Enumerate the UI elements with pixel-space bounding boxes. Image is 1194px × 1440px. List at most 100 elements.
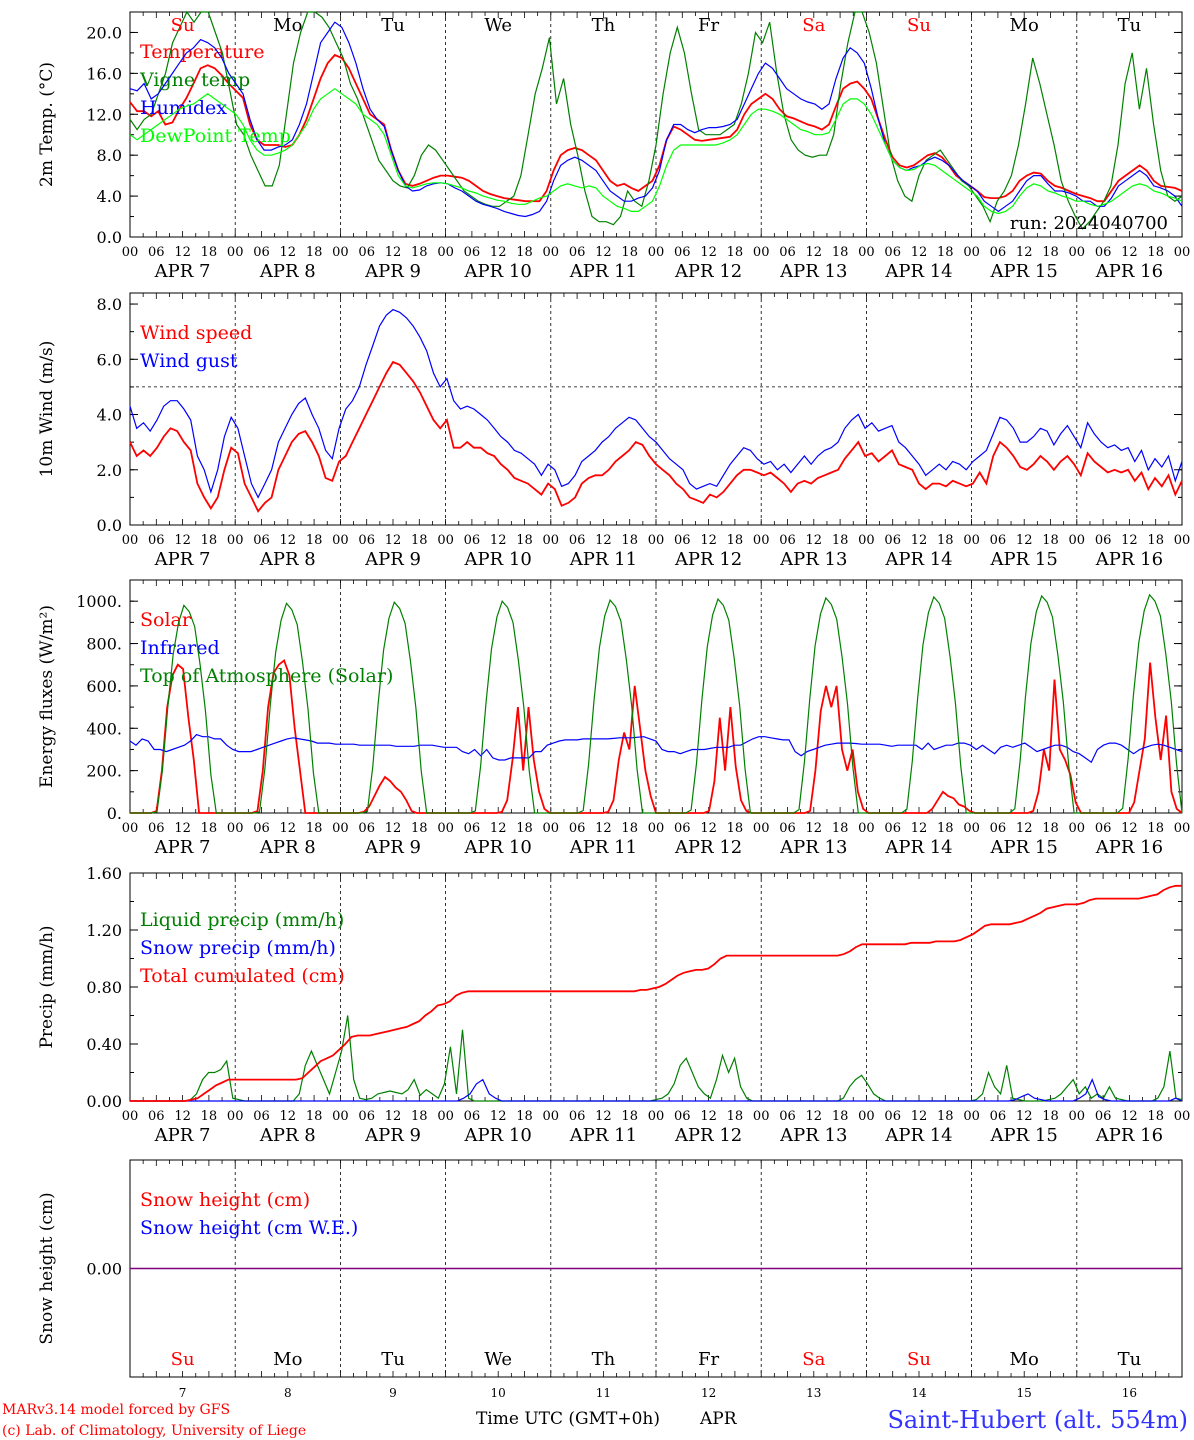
hour-tick-label: 18 [1042,821,1059,836]
hour-tick-label: 06 [464,533,481,548]
series-line [129,10,1183,230]
bottom-day-name: Tu [1118,1349,1142,1370]
hour-tick-label: 00 [332,245,349,260]
hour-tick-label: 00 [858,821,875,836]
hour-tick-label: 18 [201,1109,218,1124]
date-label: APR 16 [1095,549,1163,570]
hour-tick-label: 06 [779,245,796,260]
date-label: APR 15 [990,261,1058,282]
y-tick-label: 0.00 [86,1092,122,1111]
credit-line-1: MARv3.14 model forced by GFS [2,1402,230,1418]
hour-tick-label: 12 [1121,1109,1138,1124]
hour-tick-label: 18 [1042,245,1059,260]
series-line [130,593,1183,814]
date-label: APR 9 [364,1125,421,1146]
hour-tick-label: 18 [1147,533,1164,548]
hour-tick-label: 12 [1016,1109,1033,1124]
hour-tick-label: 18 [621,821,638,836]
hour-tick-label: 12 [911,821,928,836]
hour-tick-label: 12 [280,1109,297,1124]
hour-tick-label: 12 [911,1109,928,1124]
hour-tick-label: 12 [385,533,402,548]
y-tick-label: 0.00 [86,1260,122,1279]
legend-entry: Total cumulated (cm) [140,965,345,987]
date-label: APR 13 [779,1125,847,1146]
legend-entry: Humidex [140,97,227,119]
hour-tick-label: 00 [122,245,139,260]
hour-tick-label: 12 [806,821,823,836]
day-name-label: We [484,15,512,36]
hour-tick-label: 12 [1016,821,1033,836]
series-line [130,1078,1183,1102]
hour-tick-label: 00 [227,533,244,548]
legend-entry: Snow precip (mm/h) [140,937,336,959]
y-axis-title: 10m Wind (m/s) [37,341,57,478]
y-axis-title: Energy fluxes (W/m²) [37,605,57,788]
legend-entry: Solar [140,609,192,631]
series-line [130,1015,1183,1102]
legend-entry: DewPoint Temp [140,125,291,147]
hour-tick-label: 18 [621,533,638,548]
hour-tick-label: 06 [990,821,1007,836]
hour-tick-label: 18 [411,1109,428,1124]
hour-tick-label: 00 [543,1109,560,1124]
panel-3: 0. 200. 400. 600. 800. 1000. Energy fluxes (W/… [37,579,1191,858]
hour-tick-label: 00 [543,821,560,836]
series-line [129,53,1183,203]
series-line [129,733,1183,764]
hour-tick-label: 06 [990,1109,1007,1124]
date-label: APR 10 [464,837,532,858]
hour-tick-label: 06 [674,821,691,836]
hour-tick-label: 12 [806,533,823,548]
date-label: APR 7 [154,549,211,570]
hour-tick-label: 12 [280,245,297,260]
hour-tick-label: 00 [227,821,244,836]
bottom-day-number: 14 [911,1386,927,1400]
hour-tick-label: 00 [437,245,454,260]
hour-tick-label: 00 [543,533,560,548]
bottom-day-number: 8 [284,1386,292,1400]
hour-tick-label: 18 [306,533,323,548]
y-tick-label: 12.0 [86,105,122,124]
hour-tick-label: 00 [122,821,139,836]
hour-tick-label: 06 [779,533,796,548]
date-label: APR 11 [569,837,637,858]
y-tick-label: 1000. [76,592,122,611]
legend-entry: Infrared [140,637,220,659]
date-label: APR 14 [884,549,952,570]
bottom-day-name: We [484,1349,512,1370]
hour-tick-label: 18 [937,245,954,260]
hour-tick-label: 06 [464,821,481,836]
hour-tick-label: 18 [201,533,218,548]
date-label: APR 12 [674,549,742,570]
date-label: APR 9 [364,837,421,858]
date-label: APR 7 [154,1125,211,1146]
hour-tick-label: 00 [963,821,980,836]
hour-tick-label: 12 [700,245,717,260]
hour-tick-label: 18 [832,821,849,836]
date-label: APR 10 [464,1125,532,1146]
y-tick-label: 0.80 [86,978,122,997]
hour-tick-label: 18 [411,245,428,260]
date-label: APR 14 [884,1125,952,1146]
hour-tick-label: 12 [490,1109,507,1124]
date-label: APR 8 [259,837,316,858]
hour-tick-label: 00 [437,1109,454,1124]
hour-tick-label: 18 [832,533,849,548]
y-axis-title: Snow height (cm) [37,1192,57,1344]
hour-tick-label: 06 [148,533,165,548]
hour-tick-label: 00 [1174,821,1191,836]
day-name-label: Su [171,15,195,36]
date-label: APR 15 [990,549,1058,570]
day-name-label: Mo [273,15,302,36]
date-label: APR 9 [364,549,421,570]
hour-tick-label: 00 [227,245,244,260]
hour-tick-label: 12 [911,533,928,548]
hour-tick-label: 00 [227,1109,244,1124]
hour-tick-label: 06 [674,245,691,260]
hour-tick-label: 12 [490,245,507,260]
hour-tick-label: 18 [516,533,533,548]
date-label: APR 12 [674,837,742,858]
hour-tick-label: 12 [490,533,507,548]
hour-tick-label: 18 [306,1109,323,1124]
